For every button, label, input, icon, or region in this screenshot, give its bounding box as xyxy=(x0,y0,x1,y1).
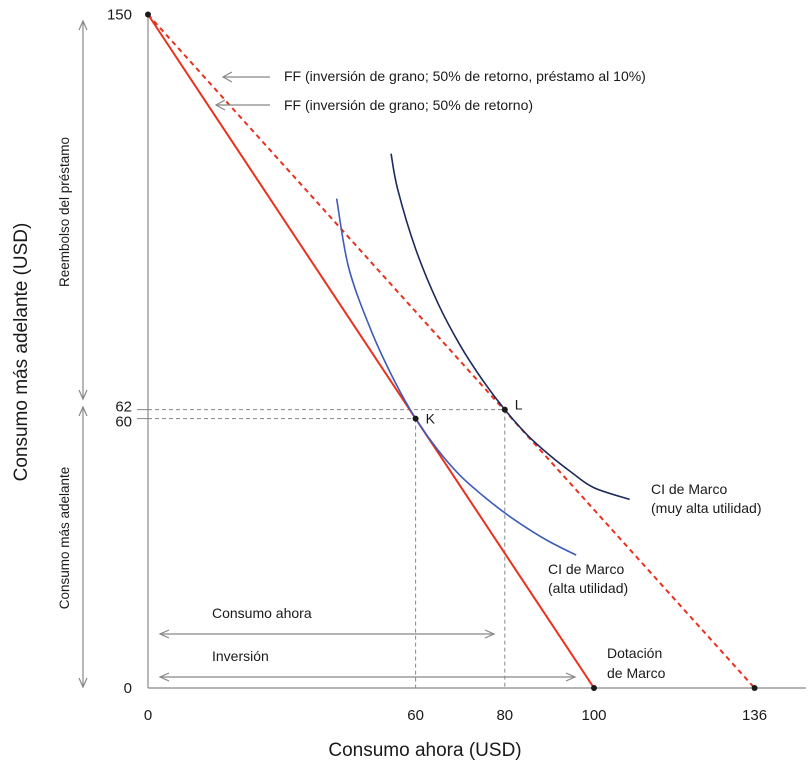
point-4 xyxy=(751,685,758,691)
point-0 xyxy=(145,11,151,18)
point-label-k: K xyxy=(426,411,436,427)
guide-lines xyxy=(148,409,506,688)
ic-very-high-label-2: (muy alta utilidad) xyxy=(651,500,762,516)
ff-basic-line xyxy=(147,13,595,689)
ff-basic-arrow xyxy=(214,99,270,111)
y-tick-62: 62 xyxy=(115,399,132,416)
x-axis-title: Consumo ahora (USD) xyxy=(328,740,521,761)
ic-high-utility-curve xyxy=(335,198,577,556)
ic-very-high-label-1: CI de Marco xyxy=(651,481,727,497)
y-tick-150: 150 xyxy=(107,7,132,24)
point-label-l: L xyxy=(515,397,523,413)
y-tick-60: 60 xyxy=(115,414,132,431)
y-tick-0: 0 xyxy=(124,680,132,697)
point-3 xyxy=(591,685,597,691)
consumption-now-bracket xyxy=(158,629,496,639)
ff-loan-line xyxy=(147,13,756,689)
ff-basic-label: FF (inversión de grano; 50% de retorno) xyxy=(284,97,533,113)
x-tick-60: 60 xyxy=(407,707,424,724)
x-tick-labels: 0 60 80 100 136 xyxy=(144,707,767,724)
investment-label: Inversión xyxy=(212,648,269,664)
later-consumption-bracket xyxy=(78,405,88,689)
ff-loan-arrow xyxy=(221,71,270,83)
loan-repayment-label: Reembolso del préstamo xyxy=(57,137,72,287)
x-tick-0: 0 xyxy=(144,707,152,724)
investment-bracket xyxy=(158,672,577,682)
endowment-label-2: de Marco xyxy=(607,665,666,681)
ff-loan-label: FF (inversión de grano; 50% de retorno, … xyxy=(284,68,646,84)
point-l xyxy=(501,406,508,413)
endowment-label-1: Dotación xyxy=(607,645,662,661)
points: KL xyxy=(145,11,758,691)
point-k xyxy=(412,415,419,422)
x-tick-136: 136 xyxy=(742,707,767,724)
ic-high-label-2: (alta utilidad) xyxy=(548,580,628,596)
x-tick-100: 100 xyxy=(581,707,606,724)
consumption-now-label: Consumo ahora xyxy=(212,605,312,621)
x-tick-80: 80 xyxy=(496,707,513,724)
ic-high-label-1: CI de Marco xyxy=(548,561,624,577)
ic-very-high-utility-curve xyxy=(390,153,630,501)
later-consumption-label: Consumo más adelante xyxy=(57,467,72,610)
loan-repayment-bracket xyxy=(78,19,88,401)
y-axis-title: Consumo más adelante (USD) xyxy=(11,223,32,482)
